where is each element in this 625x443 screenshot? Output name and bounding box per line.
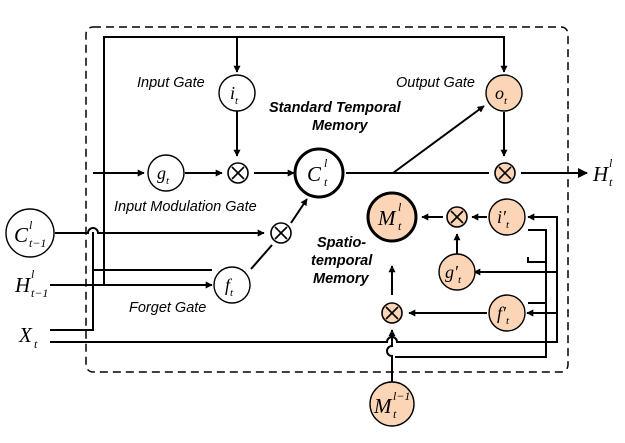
svg-text:t: t xyxy=(393,407,397,421)
output-gate-node xyxy=(485,74,523,112)
multiplier-nodes xyxy=(227,162,516,324)
cell-boundary xyxy=(85,26,569,373)
c-symbol: C l t xyxy=(307,156,328,189)
svg-text:l: l xyxy=(29,218,33,232)
io-symbols: H l t−1 X t H l t xyxy=(14,156,613,351)
to-output-gate xyxy=(392,105,485,174)
st-modulation-gate-node xyxy=(438,253,476,291)
st-input-gate-node xyxy=(488,198,526,236)
forget-gate-label: Forget Gate xyxy=(129,300,206,316)
m-prev-node xyxy=(369,381,415,427)
input-gate-node xyxy=(218,74,256,112)
hidden-input-line xyxy=(50,36,508,286)
svg-text:l: l xyxy=(324,156,328,170)
g-symbol: gt xyxy=(157,163,170,187)
svg-text:M: M xyxy=(373,394,393,418)
m-prev-to-gates xyxy=(395,229,547,358)
ip-symbol: i′t xyxy=(497,207,510,231)
input-gate-label: Input Gate xyxy=(137,75,205,91)
f-to-mult xyxy=(250,244,273,270)
svg-text:t: t xyxy=(609,175,613,189)
svg-text:t: t xyxy=(398,219,402,233)
multiply-icon-forget xyxy=(270,222,292,244)
spatiotemporal-nodes xyxy=(366,74,526,427)
cell-state-node xyxy=(293,147,345,199)
c-prev-symbol: C l t−1 xyxy=(14,218,46,250)
multiply-icon-st-forget xyxy=(381,302,403,324)
h-prev-symbol: H l t−1 xyxy=(14,267,48,300)
svg-text:t−1: t−1 xyxy=(29,236,46,250)
modulation-gate-node xyxy=(147,154,185,192)
multiply-icon-st-input xyxy=(446,206,468,228)
st-forget-gate-node xyxy=(488,294,526,332)
node-symbols: it gt ft ot C l t C l t−1 M l t M l−1 t … xyxy=(14,83,510,421)
input-modulation-gate-label: Input Modulation Gate xyxy=(114,199,257,215)
o-symbol: ot xyxy=(495,83,508,107)
svg-text:H: H xyxy=(14,273,32,297)
svg-text:H: H xyxy=(592,162,610,186)
gate-labels: Input Gate Output Gate Input Modulation … xyxy=(114,75,475,316)
c-prev-line xyxy=(55,227,265,237)
standard-temporal-memory-line2: Memory xyxy=(312,118,369,134)
c-prev-node xyxy=(5,208,55,258)
i-symbol: it xyxy=(230,83,239,107)
svg-text:l: l xyxy=(31,267,35,281)
gp-symbol: g′t xyxy=(445,262,462,286)
m-prev-to-gp xyxy=(527,257,546,263)
spatio-label-line3: Memory xyxy=(313,271,370,287)
standard-temporal-memory-line1: Standard Temporal xyxy=(269,100,402,116)
connections xyxy=(50,36,588,383)
gate-nodes xyxy=(5,74,345,304)
mult-to-c-diag xyxy=(290,198,308,224)
svg-text:C: C xyxy=(307,162,322,186)
m-symbol: M l t xyxy=(377,200,402,233)
m-prev-symbol: M l−1 t xyxy=(373,389,410,421)
multiply-icon-output xyxy=(494,162,516,184)
svg-text:t: t xyxy=(34,337,38,351)
st-memory-node xyxy=(366,191,418,243)
h-out-symbol: H l t xyxy=(592,156,613,189)
m-prev-up xyxy=(386,329,396,383)
svg-text:M: M xyxy=(377,206,397,230)
svg-text:C: C xyxy=(14,223,29,247)
svg-text:t−1: t−1 xyxy=(31,286,48,300)
svg-text:l: l xyxy=(609,156,613,170)
svg-text:l: l xyxy=(398,200,402,214)
svg-text:l−1: l−1 xyxy=(393,389,410,403)
svg-text:X: X xyxy=(18,323,33,347)
spatio-label-line1: Spatio- xyxy=(317,235,366,251)
x-symbol: X t xyxy=(18,323,38,351)
output-gate-label: Output Gate xyxy=(396,75,475,91)
forget-gate-node xyxy=(213,266,251,304)
multiply-icon-input xyxy=(227,162,249,184)
x-bus-line xyxy=(50,213,558,343)
f-symbol: ft xyxy=(225,275,234,299)
spatio-label-line2: temporal xyxy=(311,253,373,269)
fp-symbol: f′t xyxy=(497,303,510,327)
svg-text:t: t xyxy=(324,175,328,189)
